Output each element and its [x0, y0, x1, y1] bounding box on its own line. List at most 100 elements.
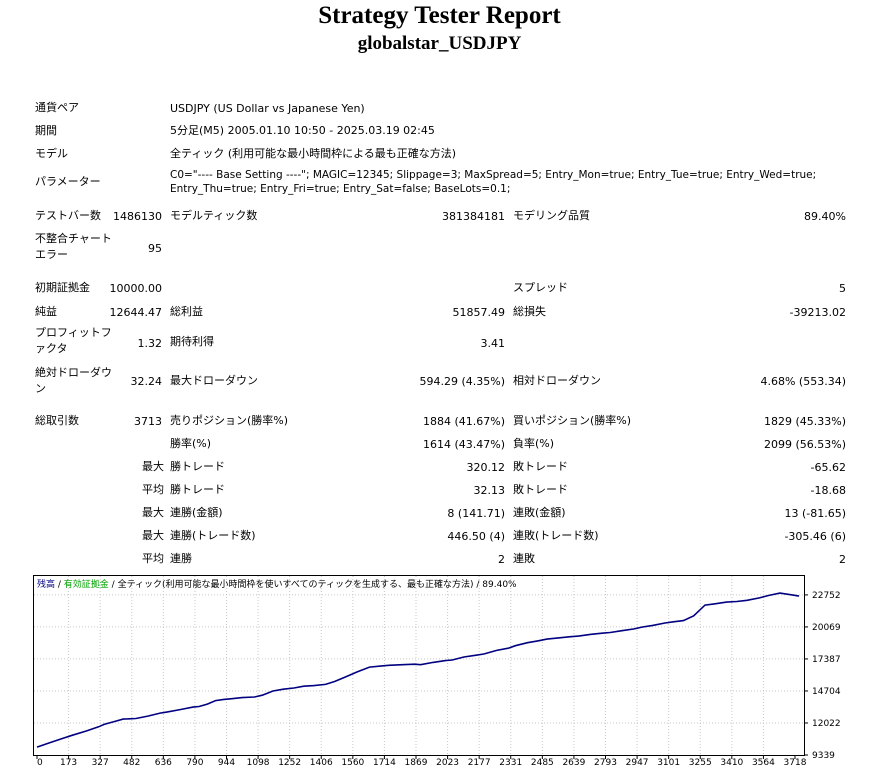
- x-tick-label: 2023: [436, 758, 459, 768]
- x-tick-label: 636: [155, 758, 172, 768]
- balance-chart: 9339 12022 14704 17387 20069 22752 0 173 327 482…: [33, 575, 845, 775]
- x-tick-label: 3564: [752, 758, 775, 768]
- total-trades-value: 3713: [134, 415, 162, 428]
- max-drawdown-label: 最大ドローダウン: [170, 374, 258, 387]
- deposit-label: 初期証拠金: [35, 281, 90, 294]
- loss-rate-label: 負率(%): [513, 437, 555, 450]
- x-tick-label: 1252: [278, 758, 301, 768]
- cons-wins-money-value: 8 (141.71): [447, 507, 505, 520]
- gross-profit-label: 総利益: [170, 305, 203, 318]
- relative-drawdown-value: 4.68% (553.34): [760, 375, 846, 388]
- x-tick-label: 2639: [562, 758, 585, 768]
- x-tick-label: 3255: [689, 758, 712, 768]
- model-label: モデル: [35, 147, 68, 160]
- avg-cons-losses-value: 2: [839, 553, 846, 566]
- y-tick-label: 14704: [812, 687, 841, 697]
- grid-lines: [34, 576, 804, 755]
- max-drawdown-value: 594.29 (4.35%): [419, 375, 505, 388]
- y-tick-label: 12022: [812, 719, 841, 729]
- deposit-value: 10000.00: [109, 282, 163, 295]
- short-positions-value: 1884 (41.67%): [422, 415, 505, 428]
- x-tick-label: 1406: [310, 758, 333, 768]
- report-title: Strategy Tester Report: [318, 2, 561, 29]
- y-tick-label: 17387: [812, 655, 841, 665]
- profit-factor-value: 1.32: [137, 337, 163, 350]
- expected-payoff-label: 期待利得: [170, 335, 214, 348]
- mismatch-value: 95: [148, 242, 162, 255]
- x-tick-label: 2177: [468, 758, 491, 768]
- expected-payoff-value: 3.41: [480, 337, 506, 350]
- profit-factor-label: プロフィットファクタ: [35, 326, 112, 355]
- ticks-value: 381384181: [442, 210, 505, 223]
- period-label: 期間: [35, 124, 57, 137]
- avg-win-value: 32.13: [473, 484, 506, 497]
- x-tick-labels: 0 173 327 482 636 790 944 1098 1252 1406 1560 1714 1…: [36, 755, 807, 768]
- chart-legend: 残高 / 有効証拠金 / 全ティック(利用可能な最小時間枠を使いすべてのティック…: [37, 578, 517, 590]
- symbol-value: USDJPY (US Dollar vs Japanese Yen): [170, 102, 365, 115]
- quality-label: モデリング品質: [513, 209, 590, 222]
- params-label: パラメーター: [35, 175, 101, 188]
- x-tick-label: 790: [186, 758, 203, 768]
- cons-loss-label: 連敗(トレード数): [513, 529, 599, 542]
- largest-loss-value: -65.62: [810, 461, 846, 474]
- symbol-label: 通貨ペア: [35, 101, 79, 114]
- legend-sep-1: /: [55, 580, 64, 590]
- absolute-drawdown-value: 32.24: [130, 375, 163, 388]
- x-tick-label: 944: [218, 758, 235, 768]
- x-tick-label: 3101: [657, 758, 680, 768]
- cons-profit-label: 連勝(トレード数): [170, 529, 256, 542]
- quality-value: 89.40%: [804, 210, 846, 223]
- mismatch-label: 不整合チャートエラー: [35, 232, 112, 261]
- legend-model: 全ティック(利用可能な最小時間枠を使いすべてのティックを生成する、最も正確な方法…: [118, 578, 474, 590]
- x-tick-label: 1098: [247, 758, 270, 768]
- win-rate-value: 1614 (43.47%): [422, 438, 505, 451]
- max-prefix-label: 最大: [142, 460, 164, 473]
- avg-win-label: 勝トレード: [170, 483, 225, 496]
- avg-cons-losses-label: 連敗: [513, 552, 535, 565]
- x-tick-label: 1560: [341, 758, 364, 768]
- cons-losses-money-label: 連敗(金額): [513, 506, 566, 519]
- x-tick-label: 2947: [626, 758, 649, 768]
- total-trades-label: 総取引数: [35, 414, 79, 427]
- long-positions-value: 1829 (45.33%): [763, 415, 846, 428]
- cons-profit-value: 446.50 (4): [447, 530, 505, 543]
- x-tick-label: 482: [123, 758, 140, 768]
- x-tick-label: 3410: [720, 758, 743, 768]
- avg-loss-label: 敗トレード: [513, 483, 568, 496]
- bars-value: 1486130: [113, 210, 162, 223]
- long-positions-label: 買いポジション(勝率%): [513, 414, 632, 427]
- avg-prefix-label: 平均: [142, 483, 164, 496]
- series-layer: [36, 592, 800, 748]
- x-tick-label: 2331: [499, 758, 522, 768]
- y-tick-label: 9339: [812, 751, 835, 761]
- legend-quality: 89.40%: [482, 580, 517, 590]
- x-tick-label: 0: [37, 758, 43, 768]
- legend-sep-3: /: [474, 580, 483, 590]
- short-positions-label: 売りポジション(勝率%): [170, 414, 289, 427]
- gross-loss-label: 総損失: [513, 305, 546, 318]
- balance-chart-svg: 9339 12022 14704 17387 20069 22752 0 173 327 482…: [33, 575, 841, 768]
- x-tick-label: 1869: [405, 758, 428, 768]
- y-tick-label: 22752: [812, 591, 841, 601]
- loss-rate-value: 2099 (56.53%): [763, 438, 846, 451]
- period-value: 5分足(M5) 2005.01.10 10:50 - 2025.03.19 02…: [170, 124, 435, 137]
- net-profit-value: 12644.47: [109, 306, 163, 319]
- y-tick-label: 20069: [812, 623, 841, 633]
- cons-wins-money-label: 連勝(金額): [170, 506, 223, 519]
- plot-frame: [33, 575, 805, 756]
- balance-line: [36, 592, 800, 748]
- absolute-drawdown-label: 絶対ドローダウン: [35, 366, 112, 395]
- cons-losses-money-value: 13 (-81.65): [784, 507, 846, 520]
- avg-loss-value: -18.68: [810, 484, 846, 497]
- spread-label: スプレッド: [513, 281, 568, 294]
- bars-label: テストバー数: [35, 209, 101, 222]
- x-tick-label: 327: [92, 758, 109, 768]
- x-tick-label: 173: [60, 758, 77, 768]
- x-tick-label: 3718: [784, 758, 807, 768]
- gross-profit-value: 51857.49: [452, 306, 506, 319]
- max-prefix-label-2: 最大: [142, 506, 164, 519]
- legend-sep-2: /: [109, 580, 118, 590]
- largest-win-value: 320.12: [466, 461, 506, 474]
- avg-cons-wins-label: 連勝: [170, 552, 192, 565]
- params-value: C0="---- Base Setting ----"; MAGIC=12345…: [170, 169, 817, 195]
